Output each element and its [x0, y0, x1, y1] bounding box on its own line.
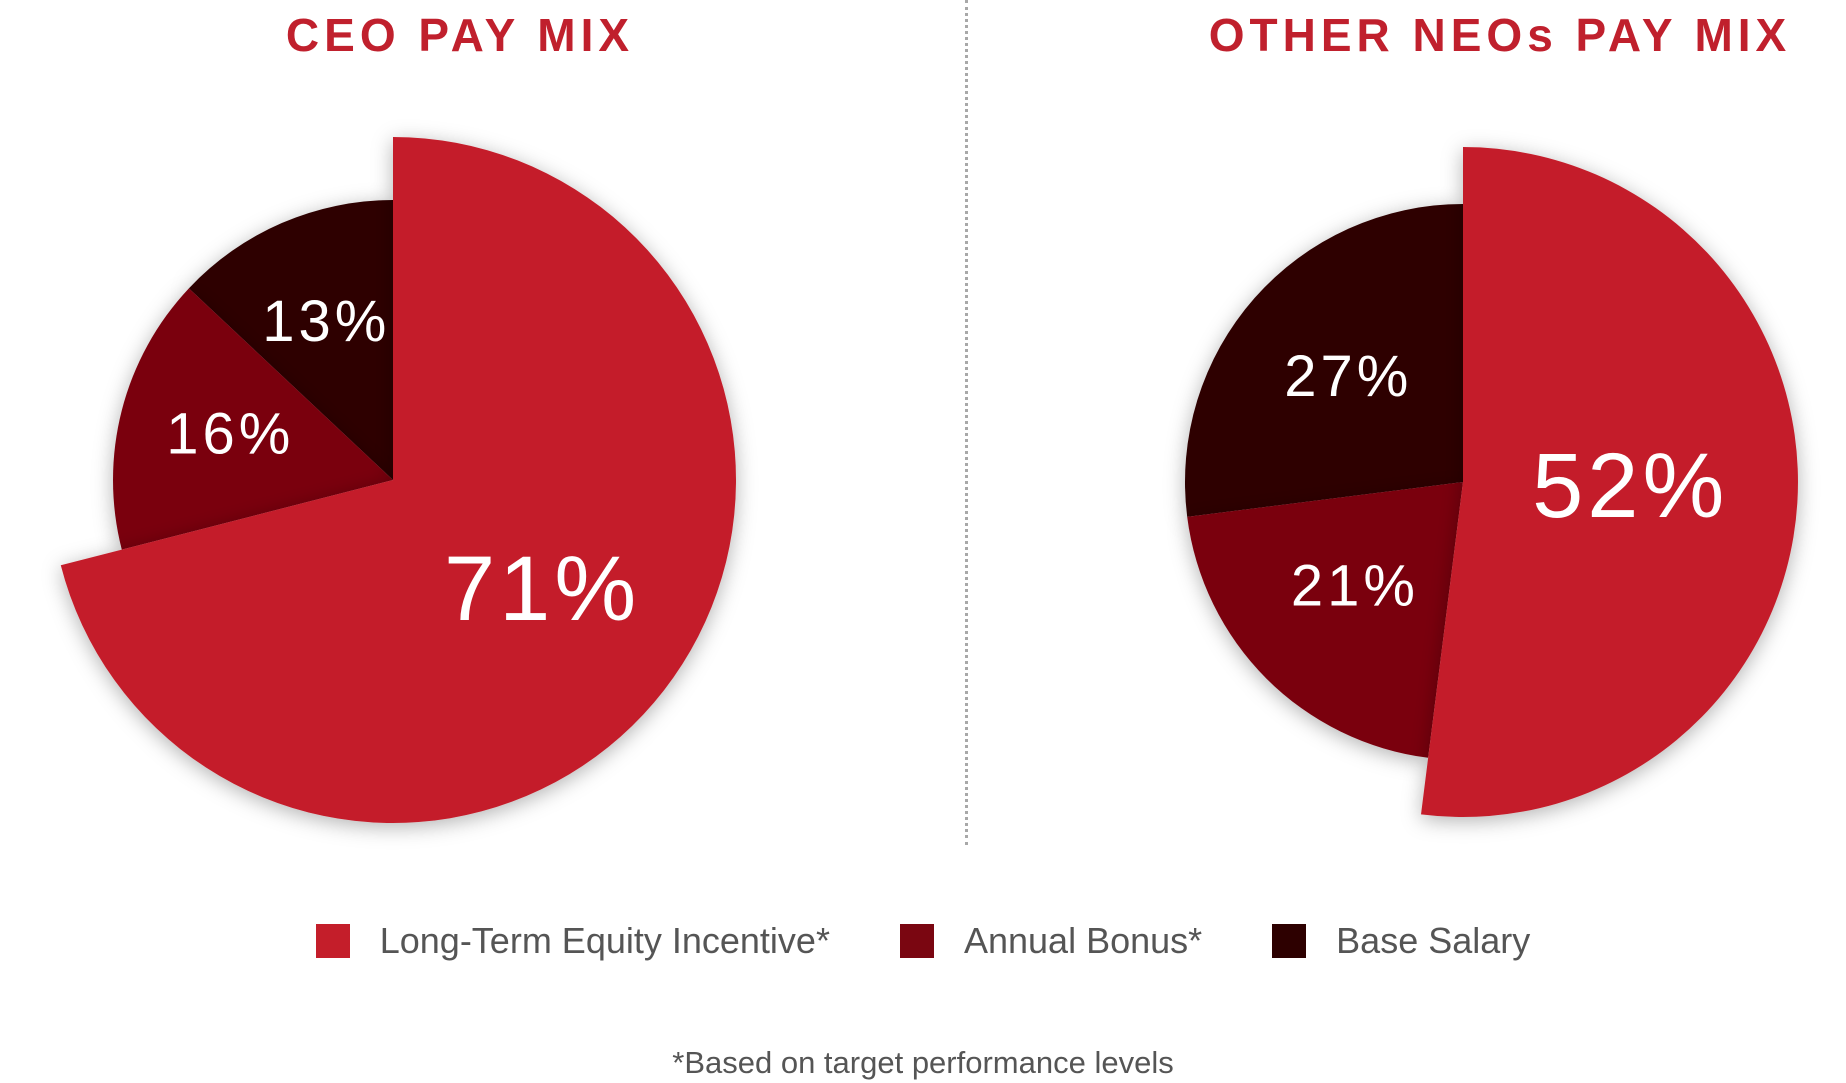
legend-item-salary: Base Salary [1272, 920, 1530, 962]
ceo-label-bonus: 16% [166, 402, 294, 467]
legend-swatch-equity [315, 924, 350, 958]
legend-label-equity: Long-Term Equity Incentive* [379, 920, 830, 961]
ceo-slice-salary [188, 200, 393, 480]
neo-slice-salary [1184, 204, 1463, 517]
legend-item-bonus: Annual Bonus* [899, 920, 1203, 962]
ceo-label-salary: 13% [262, 289, 390, 354]
legend-item-equity: Long-Term Equity Incentive* [315, 920, 830, 962]
neo-label-bonus: 21% [1291, 553, 1419, 618]
ceo-label-equity: 71% [444, 538, 640, 640]
ceo-slice-equity [60, 137, 737, 823]
legend-swatch-salary [1272, 924, 1307, 958]
neo-chart-title: OTHER NEOs PAY MIX [1208, 9, 1792, 61]
legend: Long-Term Equity Incentive* Annual Bonus… [0, 920, 1846, 962]
neo-slice-equity [1421, 147, 1798, 817]
legend-label-salary: Base Salary [1336, 920, 1531, 961]
legend-swatch-bonus [899, 924, 934, 958]
neo-label-equity: 52% [1532, 435, 1728, 537]
ceo-slice-bonus [113, 288, 393, 550]
neo-slice-bonus [1187, 482, 1463, 758]
ceo-chart-title: CEO PAY MIX [285, 9, 635, 61]
chart-divider [965, 0, 968, 845]
neo-label-salary: 27% [1284, 344, 1412, 409]
legend-label-bonus: Annual Bonus* [963, 920, 1203, 961]
footnote: *Based on target performance levels [672, 1045, 1174, 1080]
